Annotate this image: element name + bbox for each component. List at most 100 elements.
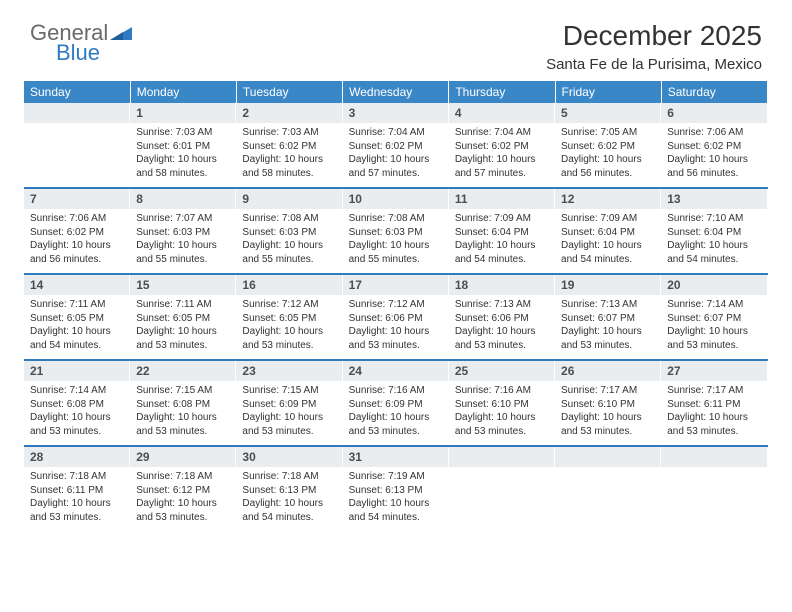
sunrise-text: Sunrise: 7:08 AM: [242, 212, 336, 226]
day-info-cell: Sunrise: 7:17 AMSunset: 6:11 PMDaylight:…: [661, 381, 767, 445]
day-info: Sunrise: 7:17 AMSunset: 6:10 PMDaylight:…: [555, 381, 661, 442]
day-number: 14: [24, 275, 130, 295]
sunrise-text: Sunrise: 7:13 AM: [561, 298, 655, 312]
daylight-text: Daylight: 10 hours: [455, 239, 549, 253]
day-info-cell: Sunrise: 7:04 AMSunset: 6:02 PMDaylight:…: [343, 123, 449, 187]
day-number: [555, 447, 661, 467]
calendar-table: Sunday Monday Tuesday Wednesday Thursday…: [24, 81, 768, 531]
daylight-text: Daylight: 10 hours: [30, 325, 124, 339]
day-number: 25: [449, 361, 555, 381]
daylight-text: Daylight: 10 hours: [30, 239, 124, 253]
daylight-text: and 53 minutes.: [455, 425, 549, 439]
sunset-text: Sunset: 6:11 PM: [667, 398, 761, 412]
day-info-cell: Sunrise: 7:03 AMSunset: 6:01 PMDaylight:…: [130, 123, 236, 187]
calendar-header-row: Sunday Monday Tuesday Wednesday Thursday…: [24, 81, 768, 103]
day-number-cell: [555, 447, 661, 467]
sunrise-text: Sunrise: 7:13 AM: [455, 298, 549, 312]
sunset-text: Sunset: 6:03 PM: [136, 226, 230, 240]
day-number: 9: [236, 189, 342, 209]
logo-text-blue: Blue: [56, 40, 100, 66]
day-header: Friday: [555, 81, 661, 103]
sunrise-text: Sunrise: 7:04 AM: [349, 126, 443, 140]
daylight-text: and 55 minutes.: [136, 253, 230, 267]
sunset-text: Sunset: 6:06 PM: [349, 312, 443, 326]
day-info: Sunrise: 7:12 AMSunset: 6:06 PMDaylight:…: [343, 295, 449, 356]
sunrise-text: Sunrise: 7:18 AM: [30, 470, 124, 484]
sunrise-text: Sunrise: 7:07 AM: [136, 212, 230, 226]
day-number-cell: 27: [661, 361, 767, 381]
sunset-text: Sunset: 6:09 PM: [242, 398, 336, 412]
sunrise-text: Sunrise: 7:17 AM: [561, 384, 655, 398]
sunrise-text: Sunrise: 7:14 AM: [30, 384, 124, 398]
day-header: Saturday: [661, 81, 767, 103]
day-info-cell: Sunrise: 7:18 AMSunset: 6:12 PMDaylight:…: [130, 467, 236, 531]
day-info-cell: Sunrise: 7:06 AMSunset: 6:02 PMDaylight:…: [661, 123, 767, 187]
day-number: 20: [661, 275, 767, 295]
daylight-text: Daylight: 10 hours: [136, 497, 230, 511]
daylight-text: and 53 minutes.: [136, 339, 230, 353]
sunrise-text: Sunrise: 7:16 AM: [349, 384, 443, 398]
daylight-text: Daylight: 10 hours: [242, 497, 336, 511]
day-info-cell: Sunrise: 7:18 AMSunset: 6:13 PMDaylight:…: [236, 467, 342, 531]
day-info: Sunrise: 7:12 AMSunset: 6:05 PMDaylight:…: [236, 295, 342, 356]
day-number-cell: 17: [343, 275, 449, 295]
daylight-text: Daylight: 10 hours: [136, 325, 230, 339]
sunset-text: Sunset: 6:02 PM: [242, 140, 336, 154]
day-info-cell: Sunrise: 7:18 AMSunset: 6:11 PMDaylight:…: [24, 467, 130, 531]
sunset-text: Sunset: 6:08 PM: [30, 398, 124, 412]
sunset-text: Sunset: 6:13 PM: [349, 484, 443, 498]
daylight-text: and 54 minutes.: [30, 339, 124, 353]
sunrise-text: Sunrise: 7:09 AM: [561, 212, 655, 226]
sunset-text: Sunset: 6:10 PM: [455, 398, 549, 412]
day-info: Sunrise: 7:14 AMSunset: 6:08 PMDaylight:…: [24, 381, 130, 442]
sunset-text: Sunset: 6:12 PM: [136, 484, 230, 498]
daylight-text: Daylight: 10 hours: [349, 153, 443, 167]
sunrise-text: Sunrise: 7:11 AM: [30, 298, 124, 312]
day-number: 28: [24, 447, 130, 467]
day-number: 12: [555, 189, 661, 209]
sunset-text: Sunset: 6:03 PM: [349, 226, 443, 240]
daylight-text: Daylight: 10 hours: [455, 411, 549, 425]
day-number: 4: [449, 103, 555, 123]
day-info-cell: Sunrise: 7:14 AMSunset: 6:08 PMDaylight:…: [24, 381, 130, 445]
day-info-cell: Sunrise: 7:03 AMSunset: 6:02 PMDaylight:…: [236, 123, 342, 187]
sunrise-text: Sunrise: 7:16 AM: [455, 384, 549, 398]
sunrise-text: Sunrise: 7:03 AM: [136, 126, 230, 140]
day-number-cell: 24: [343, 361, 449, 381]
sunrise-text: Sunrise: 7:06 AM: [30, 212, 124, 226]
sunset-text: Sunset: 6:11 PM: [30, 484, 124, 498]
day-info: Sunrise: 7:18 AMSunset: 6:13 PMDaylight:…: [236, 467, 342, 528]
daylight-text: Daylight: 10 hours: [349, 411, 443, 425]
daylight-text: and 53 minutes.: [349, 425, 443, 439]
day-number: 10: [343, 189, 449, 209]
day-number: [449, 447, 555, 467]
day-number: 1: [130, 103, 236, 123]
day-info: Sunrise: 7:15 AMSunset: 6:09 PMDaylight:…: [236, 381, 342, 442]
day-info-cell: Sunrise: 7:04 AMSunset: 6:02 PMDaylight:…: [449, 123, 555, 187]
day-header: Monday: [130, 81, 236, 103]
daylight-text: and 53 minutes.: [30, 511, 124, 525]
daylight-text: Daylight: 10 hours: [455, 153, 549, 167]
daylight-text: and 53 minutes.: [667, 425, 761, 439]
sunrise-text: Sunrise: 7:06 AM: [667, 126, 761, 140]
daylight-text: and 57 minutes.: [349, 167, 443, 181]
sunset-text: Sunset: 6:02 PM: [455, 140, 549, 154]
day-info-cell: Sunrise: 7:11 AMSunset: 6:05 PMDaylight:…: [130, 295, 236, 359]
day-number-cell: 19: [555, 275, 661, 295]
day-info-cell: Sunrise: 7:05 AMSunset: 6:02 PMDaylight:…: [555, 123, 661, 187]
daylight-text: and 53 minutes.: [561, 339, 655, 353]
daylight-text: and 54 minutes.: [561, 253, 655, 267]
day-info-cell: Sunrise: 7:19 AMSunset: 6:13 PMDaylight:…: [343, 467, 449, 531]
day-number-cell: 3: [343, 103, 449, 123]
day-info-cell: Sunrise: 7:13 AMSunset: 6:07 PMDaylight:…: [555, 295, 661, 359]
day-number-cell: 4: [449, 103, 555, 123]
day-info: Sunrise: 7:06 AMSunset: 6:02 PMDaylight:…: [661, 123, 767, 184]
day-info: Sunrise: 7:08 AMSunset: 6:03 PMDaylight:…: [343, 209, 449, 270]
day-info-cell: Sunrise: 7:08 AMSunset: 6:03 PMDaylight:…: [236, 209, 342, 273]
day-number-cell: 13: [661, 189, 767, 209]
daylight-text: and 56 minutes.: [561, 167, 655, 181]
day-info: Sunrise: 7:11 AMSunset: 6:05 PMDaylight:…: [130, 295, 236, 356]
day-info: Sunrise: 7:03 AMSunset: 6:02 PMDaylight:…: [236, 123, 342, 184]
daylight-text: and 54 minutes.: [667, 253, 761, 267]
day-number: 31: [343, 447, 449, 467]
